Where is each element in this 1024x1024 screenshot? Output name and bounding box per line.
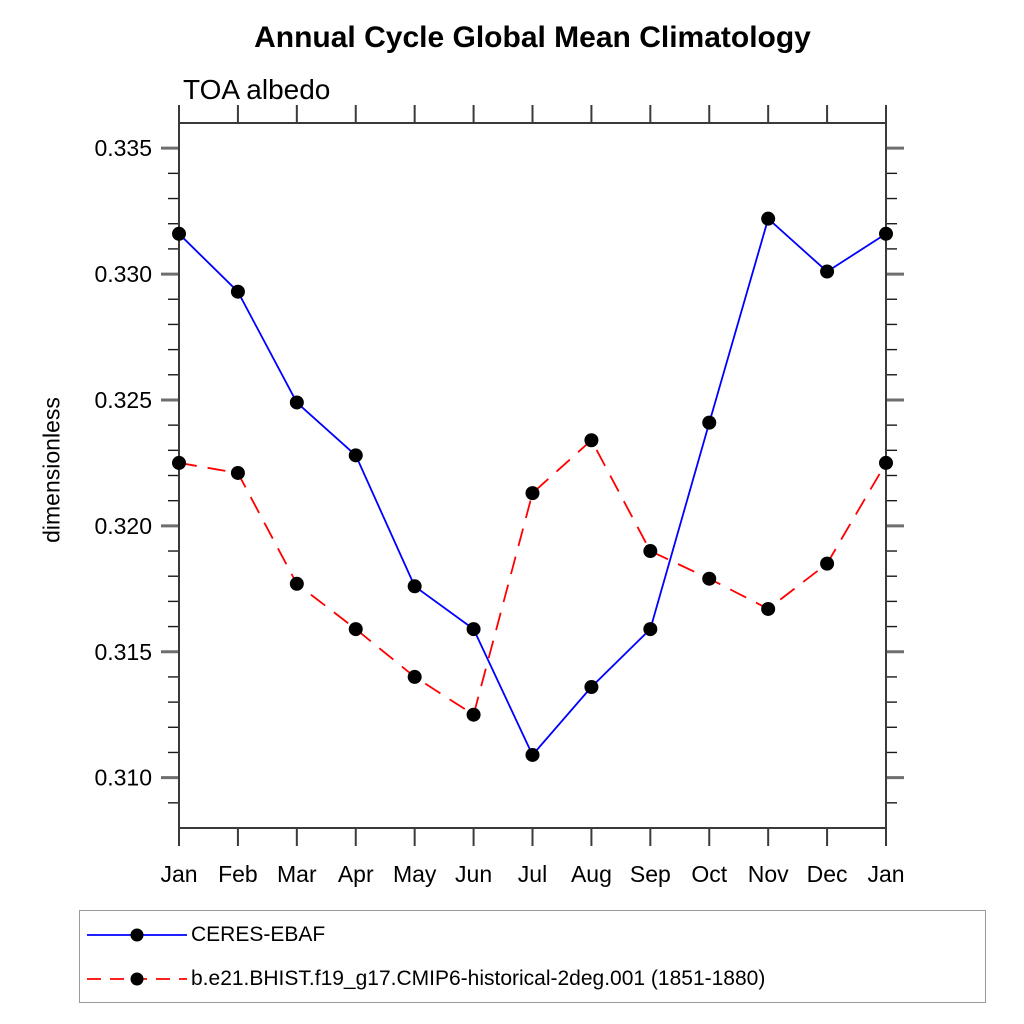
x-tick-label: Apr — [338, 861, 374, 887]
data-point-marker — [230, 284, 245, 299]
data-point-marker — [820, 264, 835, 279]
x-tick-label: Feb — [218, 861, 258, 887]
legend: CERES-EBAF b.e21.BHIST.f19_g17.CMIP6-his… — [79, 910, 986, 1003]
x-tick-label: May — [393, 861, 437, 887]
x-tick-label: Jan — [160, 861, 197, 887]
data-point-marker — [466, 707, 481, 722]
data-point-marker — [407, 669, 422, 684]
data-point-marker — [407, 579, 422, 594]
legend-line-sample-dashed — [87, 972, 187, 985]
legend-item-ceres-ebaf: CERES-EBAF — [83, 913, 985, 957]
data-point-marker — [172, 455, 186, 470]
x-tick-label: Aug — [571, 861, 612, 887]
x-tick-label: Mar — [277, 861, 317, 887]
data-point-marker — [230, 465, 245, 480]
data-point-marker — [525, 747, 540, 762]
x-tick-label: Jan — [867, 861, 904, 887]
data-point-marker — [702, 571, 717, 586]
x-tick-label: Nov — [748, 861, 789, 887]
x-tick-label: Jul — [518, 861, 547, 887]
y-tick-label: 0.325 — [94, 387, 152, 413]
data-point-marker — [584, 680, 599, 694]
data-point-marker — [702, 415, 717, 430]
data-point-marker — [348, 448, 363, 463]
data-point-marker — [289, 576, 304, 591]
data-point-marker — [643, 622, 658, 637]
data-point-marker — [525, 486, 540, 501]
legend-label-ceres-ebaf: CERES-EBAF — [191, 922, 326, 946]
legend-sample-marker-icon — [130, 928, 144, 941]
legend-line-sample-solid — [87, 928, 187, 941]
legend-item-model: b.e21.BHIST.f19_g17.CMIP6-historical-2de… — [83, 957, 985, 1001]
data-point-marker — [466, 622, 481, 637]
data-point-marker — [172, 226, 186, 241]
data-point-marker — [643, 544, 658, 559]
y-tick-label: 0.330 — [94, 261, 152, 287]
data-point-marker — [289, 395, 304, 410]
series-line-1 — [178, 438, 887, 717]
plot-frame — [178, 122, 887, 829]
x-tick-label: Oct — [691, 861, 727, 887]
legend-sample-marker-icon — [130, 972, 144, 985]
x-tick-label: Jun — [455, 861, 492, 887]
y-tick-label: 0.335 — [94, 135, 152, 161]
y-tick-label: 0.310 — [94, 765, 152, 791]
y-tick-label: 0.315 — [94, 639, 152, 665]
x-tick-label: Dec — [807, 861, 848, 887]
x-tick-label: Sep — [630, 861, 671, 887]
chart-title: Annual Cycle Global Mean Climatology — [254, 21, 811, 54]
legend-label-model: b.e21.BHIST.f19_g17.CMIP6-historical-2de… — [191, 966, 766, 990]
data-point-marker — [348, 622, 363, 637]
data-point-marker — [761, 601, 776, 616]
data-point-marker — [584, 433, 599, 448]
chart-subtitle: TOA albedo — [183, 74, 331, 105]
data-point-marker — [761, 211, 776, 226]
data-point-marker — [879, 455, 893, 470]
data-point-marker — [879, 226, 893, 241]
data-point-marker — [820, 556, 835, 571]
y-tick-label: 0.320 — [94, 513, 152, 539]
